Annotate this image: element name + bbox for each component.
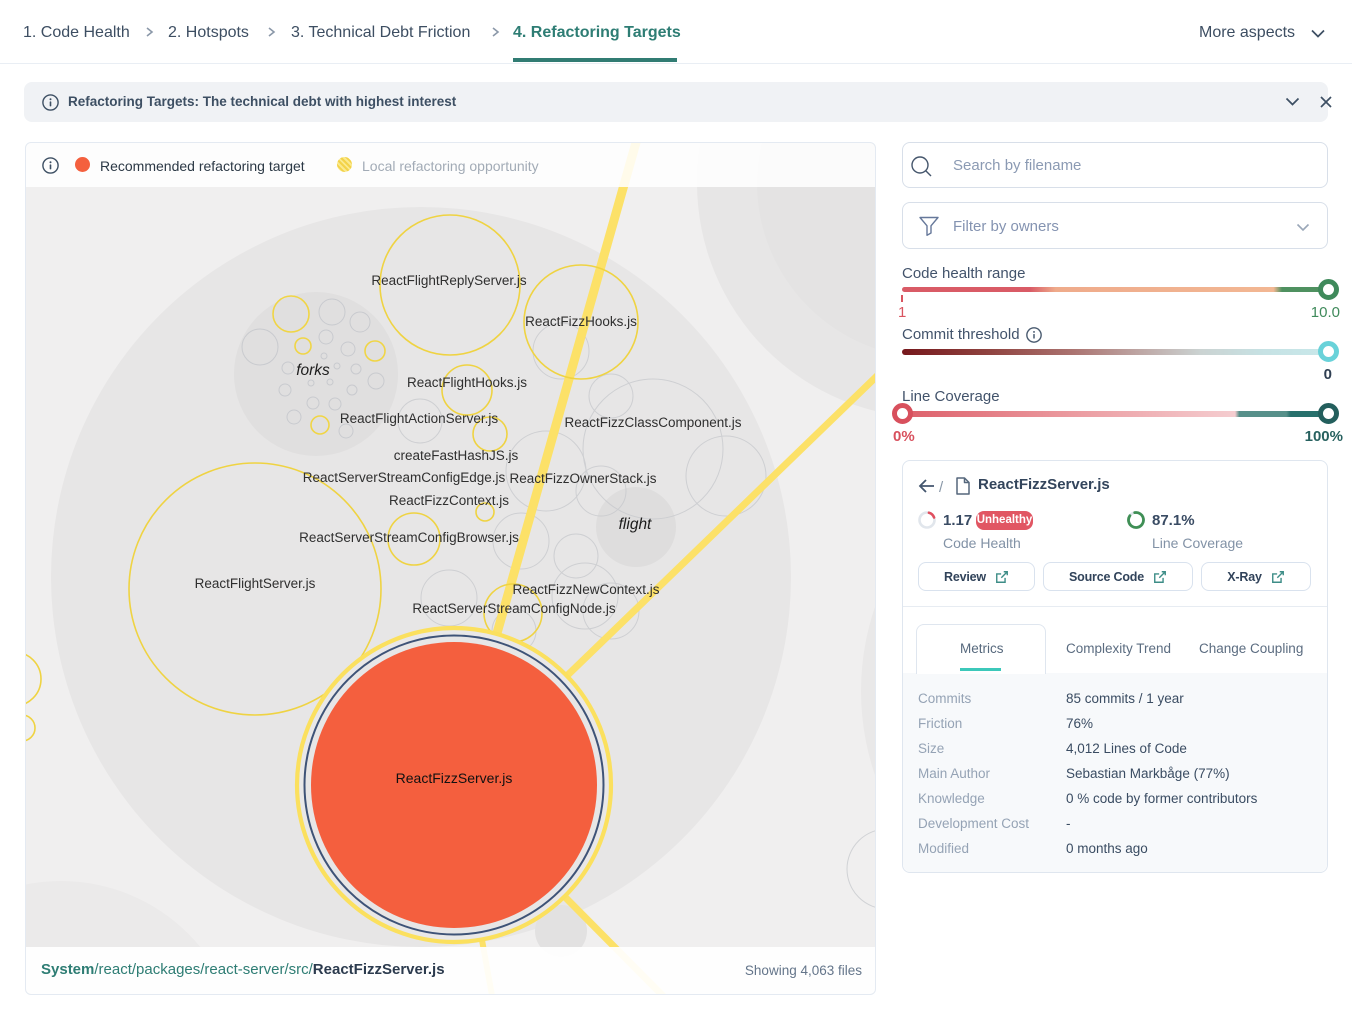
svg-text:createFastHashJS.js: createFastHashJS.js: [394, 448, 519, 463]
svg-text:ReactFlightReplyServer.js: ReactFlightReplyServer.js: [371, 273, 527, 288]
svg-text:ReactFizzServer.js: ReactFizzServer.js: [396, 770, 513, 786]
svg-text:ReactFlightHooks.js: ReactFlightHooks.js: [407, 375, 527, 390]
svg-text:ReactFizzNewContext.js: ReactFizzNewContext.js: [512, 582, 659, 597]
svg-text:flight: flight: [619, 516, 652, 533]
svg-text:ReactServerStreamConfigNode.js: ReactServerStreamConfigNode.js: [412, 601, 616, 616]
svg-text:ReactFlightActionServer.js: ReactFlightActionServer.js: [340, 411, 499, 426]
svg-text:ReactFizzContext.js: ReactFizzContext.js: [389, 493, 509, 508]
svg-text:ReactFizzHooks.js: ReactFizzHooks.js: [525, 314, 637, 329]
svg-text:ReactFizzOwnerStack.js: ReactFizzOwnerStack.js: [509, 471, 656, 486]
svg-text:ReactServerStreamConfigBrowser: ReactServerStreamConfigBrowser.js: [299, 530, 519, 545]
svg-text:ReactFizzClassComponent.js: ReactFizzClassComponent.js: [564, 415, 741, 430]
svg-text:ReactFlightServer.js: ReactFlightServer.js: [195, 576, 316, 591]
svg-text:ReactServerStreamConfigEdge.js: ReactServerStreamConfigEdge.js: [303, 470, 506, 485]
svg-text:forks: forks: [296, 362, 330, 379]
